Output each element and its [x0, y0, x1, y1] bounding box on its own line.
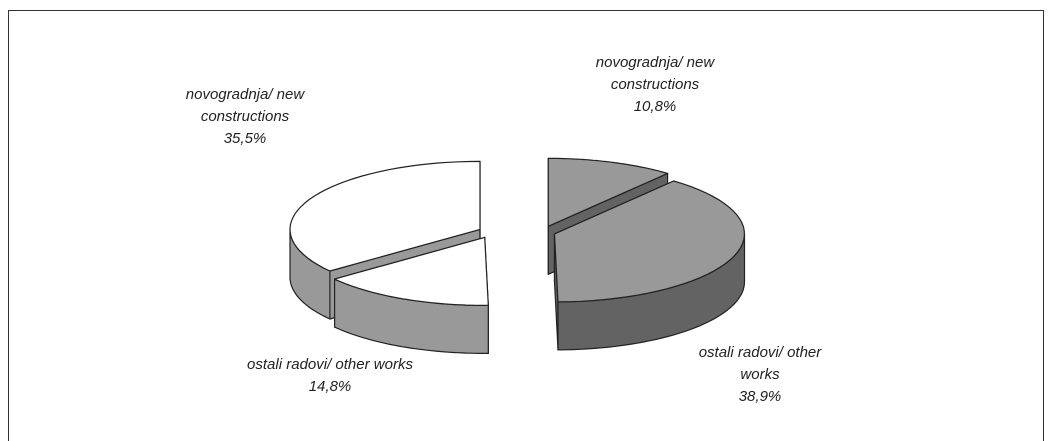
category-label: novogradnja/ new constructions — [185, 86, 305, 125]
value-label: 38,9% — [738, 388, 782, 405]
slice-label: novogradnja/ new constructions 35,5% — [160, 84, 330, 150]
slice-top — [289, 160, 481, 272]
slice-top — [334, 236, 489, 306]
category-label: novogradnja/ new constructions — [595, 54, 715, 93]
frame — [8, 10, 1044, 441]
category-label: ostali radovi/ other works — [247, 356, 413, 373]
slice-label: ostali radovi/ other works 38,9% — [685, 342, 835, 408]
slice-label: ostali radovi/ other works 14,8% — [235, 354, 425, 398]
value-label: 35,5% — [223, 130, 267, 147]
value-label: 14,8% — [308, 378, 352, 395]
slice-top — [547, 157, 669, 227]
value-label: 10,8% — [633, 98, 677, 115]
category-label: ostali radovi/ other works — [698, 344, 822, 383]
slice-label: novogradnja/ new constructions 10,8% — [565, 52, 745, 118]
slice-top — [553, 180, 745, 303]
